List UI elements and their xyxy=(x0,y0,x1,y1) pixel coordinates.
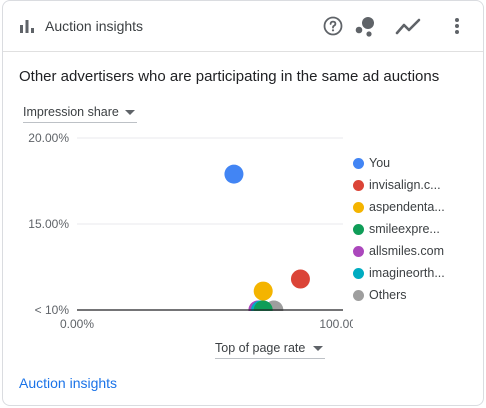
data-point xyxy=(253,281,273,301)
legend-swatch xyxy=(353,179,364,191)
legend-item[interactable]: aspendenta... xyxy=(353,196,445,218)
legend-label: smileexpre... xyxy=(369,222,440,236)
legend-label: allsmiles.com xyxy=(369,244,445,258)
legend-label: Others xyxy=(369,288,407,302)
legend-label: You xyxy=(369,156,391,170)
legend-item[interactable]: smileexpre... xyxy=(353,218,445,240)
x-tick-label: 0.00% xyxy=(60,317,94,331)
card-header: Auction insights xyxy=(3,1,483,52)
y-tick-label: 15.00% xyxy=(28,217,69,231)
y-tick-label: < 10% xyxy=(35,303,70,317)
legend-item[interactable]: invisalign.c... xyxy=(353,174,445,196)
xaxis-dropdown[interactable]: Top of page rate xyxy=(215,341,325,359)
metric-dropdown[interactable]: Impression share xyxy=(23,105,137,123)
legend-swatch xyxy=(353,157,364,169)
bar-chart-icon xyxy=(20,20,34,33)
legend-label: invisalign.c... xyxy=(369,178,441,192)
chevron-down-icon xyxy=(125,109,135,115)
legend-label: imagineorth... xyxy=(369,266,445,280)
legend-item[interactable]: Others xyxy=(353,284,445,306)
legend-swatch xyxy=(353,223,364,235)
data-point xyxy=(290,269,310,289)
auction-insights-link[interactable]: Auction insights xyxy=(19,375,118,391)
y-tick-label: 20.00% xyxy=(28,131,69,145)
more-vert-icon[interactable] xyxy=(445,14,469,38)
legend-label: aspendenta... xyxy=(369,200,445,214)
legend-item[interactable]: allsmiles.com xyxy=(353,240,445,262)
legend-swatch xyxy=(353,267,364,279)
help-icon[interactable] xyxy=(321,14,345,38)
legend-swatch xyxy=(353,201,364,213)
legend-item[interactable]: You xyxy=(353,152,445,174)
metric-dropdown-label: Impression share xyxy=(23,105,119,119)
legend-swatch xyxy=(353,245,364,257)
card-subtitle: Other advertisers who are participating … xyxy=(19,68,440,85)
xaxis-dropdown-label: Top of page rate xyxy=(215,341,306,355)
card-title: Auction insights xyxy=(45,18,144,34)
data-point xyxy=(224,164,244,184)
legend-swatch xyxy=(353,289,364,301)
legend-item[interactable]: imagineorth... xyxy=(353,262,445,284)
chart-legend: You invisalign.c... aspendenta... smileexpr… xyxy=(353,152,445,306)
baseline-mask xyxy=(76,311,344,331)
line-chart-icon[interactable] xyxy=(395,14,421,38)
scatter-chart: 20.00% 15.00% < 10%0.00% 100.00% xyxy=(28,131,353,331)
x-tick-label: 100.00% xyxy=(319,317,353,331)
scatter-chart-icon[interactable] xyxy=(353,14,377,38)
chevron-down-icon xyxy=(313,345,323,351)
